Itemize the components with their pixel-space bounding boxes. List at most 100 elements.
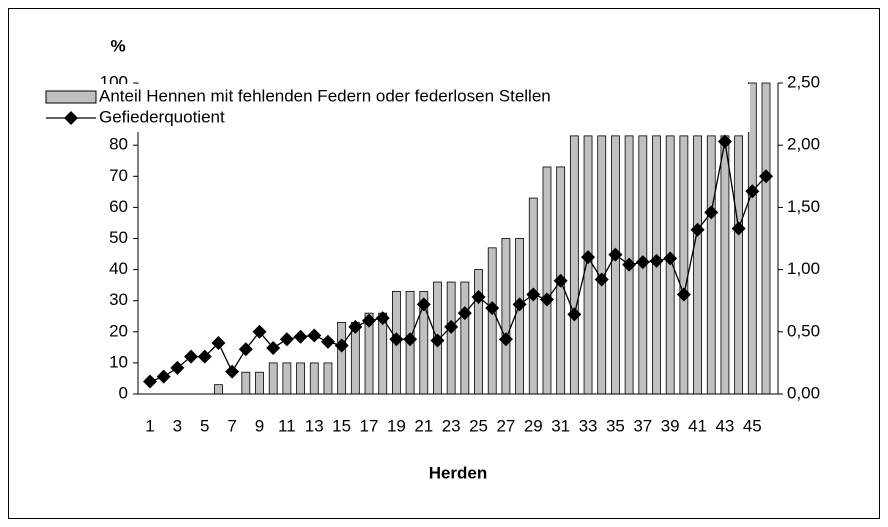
bar [611, 135, 620, 395]
x-tick-label: 39 [661, 416, 680, 435]
marker [225, 364, 240, 379]
marker [170, 360, 185, 375]
bar [487, 247, 497, 395]
x-tick-label: 13 [305, 416, 324, 435]
legend-background [40, 84, 750, 132]
bar [693, 135, 702, 395]
x-tick-label: 7 [227, 416, 236, 435]
marker [471, 289, 486, 304]
bar [720, 135, 730, 395]
bar [679, 135, 689, 395]
marker [197, 349, 212, 364]
x-tick-label: 1 [145, 416, 154, 435]
marker [430, 333, 445, 348]
y-tick-label: 20 [109, 321, 128, 340]
x-tick-label: 17 [360, 416, 379, 435]
y-tick-label: 0 [119, 383, 128, 402]
bar [241, 371, 251, 395]
line [149, 141, 767, 383]
marker [252, 324, 267, 339]
marker [238, 342, 253, 357]
x-tick-label: 29 [524, 416, 543, 435]
bar [583, 135, 593, 395]
y-axis-title: % [110, 36, 125, 55]
y-tick-label: 10 [109, 352, 128, 371]
x-tick-label: 33 [579, 416, 598, 435]
marker [211, 335, 226, 350]
x-tick-label: 9 [255, 416, 264, 435]
marker [553, 273, 568, 288]
bar [323, 362, 333, 395]
marker [759, 169, 773, 184]
marker [266, 340, 281, 355]
legend-marker [64, 111, 78, 125]
x-tick-label: 43 [715, 416, 734, 435]
marker [416, 297, 431, 312]
legend-label: Anteil Hennen mit fehlenden Federn oder … [99, 86, 551, 105]
bar [474, 269, 483, 395]
marker [156, 369, 171, 384]
x-tick-label: 31 [551, 416, 570, 435]
bar [268, 362, 278, 395]
marker [375, 311, 390, 326]
marker [307, 328, 322, 343]
marker [581, 250, 596, 265]
bar [255, 371, 264, 395]
marker [745, 184, 760, 199]
y2-tick-label: 1,00 [787, 259, 820, 278]
marker [512, 297, 527, 312]
marker [622, 257, 637, 272]
bar [706, 135, 716, 395]
marker [334, 338, 349, 353]
marker [594, 272, 609, 287]
bar [569, 135, 579, 395]
bar [501, 238, 511, 395]
x-axis-title: Herden [429, 463, 488, 482]
marker [676, 287, 691, 302]
marker [184, 349, 199, 364]
x-tick-label: 11 [278, 416, 296, 435]
x-tick-label: 5 [200, 416, 209, 435]
x-tick-label: 27 [496, 416, 515, 435]
x-tick-label: 37 [633, 416, 652, 435]
bar [761, 82, 771, 395]
marker [279, 332, 294, 347]
x-tick-label: 15 [332, 416, 351, 435]
marker [320, 334, 335, 349]
x-tick-label: 21 [414, 416, 433, 435]
marker [457, 306, 472, 321]
marker [498, 332, 513, 347]
marker [731, 221, 746, 236]
y-tick-label: 60 [109, 197, 128, 216]
x-tick-label: 19 [387, 416, 406, 435]
legend-swatch [45, 90, 97, 104]
marker [649, 253, 664, 268]
y-tick-label: 80 [109, 135, 128, 154]
marker [485, 301, 500, 316]
marker [567, 307, 582, 322]
marker [704, 205, 719, 220]
marker [608, 247, 623, 262]
y2-tick-label: 0,50 [787, 321, 820, 340]
bar [460, 281, 470, 395]
y2-tick-label: 1,50 [787, 197, 820, 216]
y2-tick-label: 2,50 [787, 72, 820, 91]
marker [293, 329, 308, 344]
bar [597, 135, 607, 395]
marker [403, 332, 418, 347]
bar [214, 384, 223, 395]
marker [389, 332, 404, 347]
marker [526, 287, 541, 302]
y-tick-label: 40 [109, 259, 128, 278]
bar [446, 281, 456, 395]
x-tick-label: 25 [469, 416, 488, 435]
y2-tick-label: 2,00 [787, 135, 820, 154]
x-tick-label: 41 [688, 416, 707, 435]
x-tick-label: 3 [173, 416, 182, 435]
bar [337, 322, 347, 395]
x-tick-label: 35 [606, 416, 625, 435]
bar [309, 362, 319, 395]
bar [378, 312, 388, 395]
marker [539, 292, 554, 307]
